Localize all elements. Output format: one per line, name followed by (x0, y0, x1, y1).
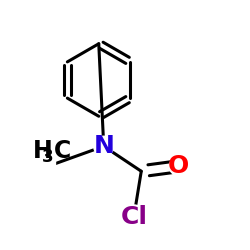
Circle shape (169, 157, 188, 176)
Text: O: O (168, 154, 190, 178)
Circle shape (94, 136, 114, 156)
FancyBboxPatch shape (19, 154, 55, 173)
Text: H: H (33, 138, 52, 162)
Circle shape (121, 205, 146, 230)
Text: C: C (54, 138, 71, 162)
Text: Cl: Cl (120, 206, 147, 230)
Text: 3: 3 (42, 148, 54, 166)
Text: N: N (93, 134, 114, 158)
